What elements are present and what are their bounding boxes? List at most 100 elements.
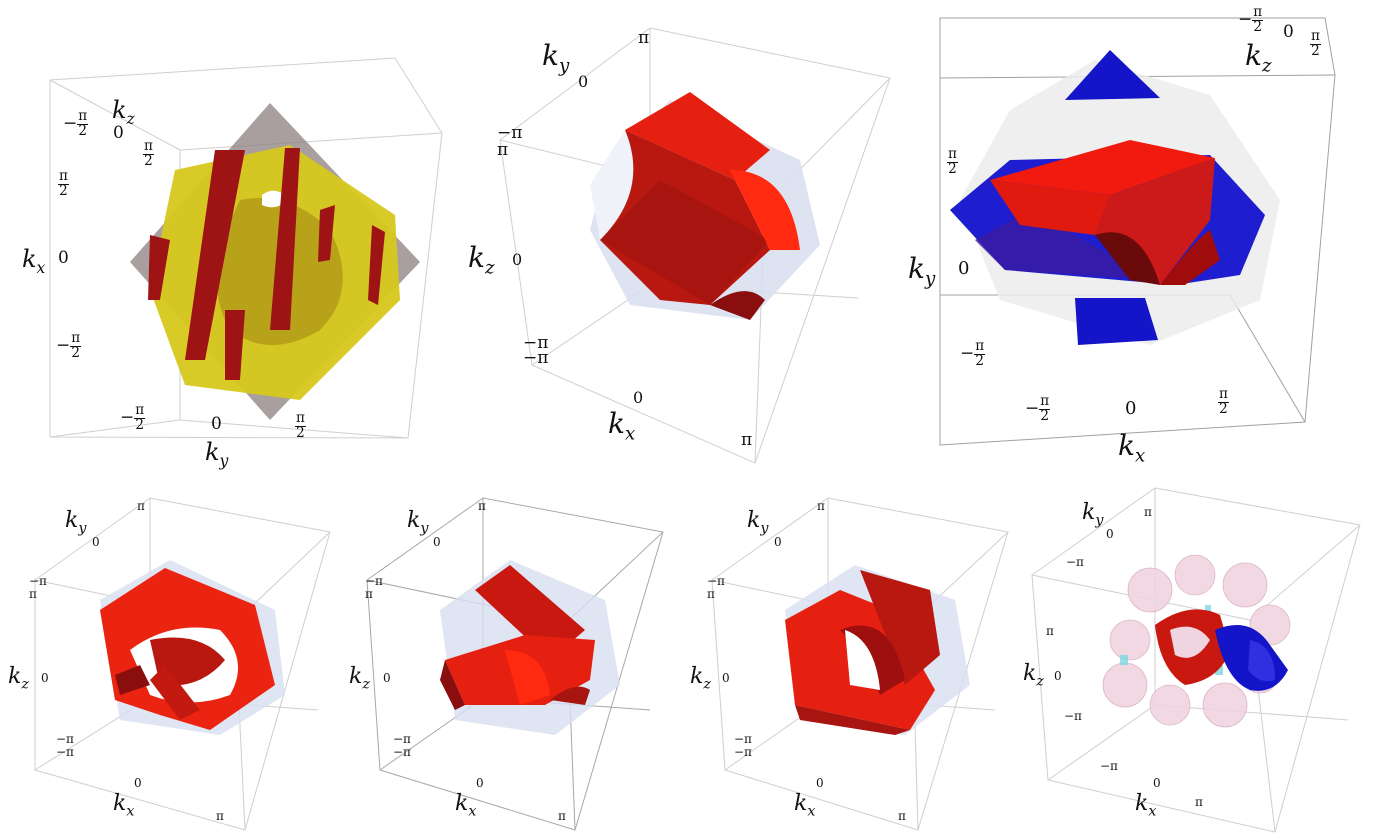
kz-tick-pi: π — [1046, 624, 1054, 638]
panel-e-plot — [366, 497, 664, 831]
kx-tick-neg-half-pi: − π 2 — [56, 330, 82, 361]
ky-axis-label: ky — [407, 508, 429, 537]
kz-axis-label: kz — [690, 664, 711, 693]
ky-axis-label: ky — [205, 438, 229, 470]
kz-tick-zero: 0 — [41, 671, 49, 685]
pink-surfaces — [1102, 554, 1291, 728]
kx-tick-neg-half-pi: − π 2 — [1025, 393, 1051, 424]
ky-axis-label: ky — [542, 39, 570, 77]
kz-tick-pi: π — [497, 140, 509, 160]
kz-tick-neg-pi: −π — [1064, 709, 1082, 723]
kx-tick-neg-pi: −π — [523, 348, 549, 368]
kz-tick-zero: 0 — [1054, 669, 1062, 683]
ky-tick-pi: π — [478, 499, 486, 513]
kx-tick-zero: 0 — [816, 776, 824, 790]
panel-f-plot — [711, 497, 1009, 831]
kz-tick-neg-pi: −π — [393, 732, 411, 746]
panel-d-fermi-surface: ky 0 π −π π kz 0 −π −π 0 kx π — [0, 480, 345, 840]
kx-tick-zero: 0 — [134, 776, 142, 790]
panel-e-fermi-surface: ky 0 π −π π kz 0 −π −π 0 kx π — [345, 480, 690, 840]
kx-tick-pi: π — [741, 430, 753, 450]
ky-tick-neg-pi: −π — [707, 574, 725, 588]
ky-tick-zero: 0 — [774, 535, 782, 549]
ky-tick-zero: 0 — [211, 414, 222, 434]
panel-a-plot — [49, 57, 443, 439]
kx-tick-pi: π — [898, 809, 906, 823]
kx-tick-zero: 0 — [633, 388, 644, 407]
kz-tick-zero: 0 — [512, 250, 523, 269]
panel-d-plot — [34, 497, 331, 831]
ky-tick-neg-pi: −π — [365, 574, 383, 588]
ky-tick-pi: π — [137, 499, 145, 513]
kz-tick-neg-pi: −π — [523, 333, 549, 353]
kx-tick-pi: π — [216, 809, 224, 823]
kz-tick-pi: π — [365, 587, 373, 601]
kx-tick-neg-pi: −π — [734, 745, 752, 759]
ky-tick-neg-half-pi: − π 2 — [960, 338, 986, 369]
ky-tick-neg-pi: −π — [1066, 555, 1084, 569]
kz-tick-zero: 0 — [1283, 22, 1294, 42]
red-surface-top — [625, 92, 770, 180]
ky-axis-label: ky — [908, 252, 936, 290]
kx-tick-zero: 0 — [476, 776, 484, 790]
ky-axis-label: ky — [1082, 500, 1104, 529]
ky-tick-zero: 0 — [92, 535, 100, 549]
red-surface — [475, 565, 585, 660]
kx-axis-label: kx — [1135, 791, 1157, 820]
panel-f-fermi-surface: ky 0 π −π π kz 0 −π −π 0 kx π — [690, 480, 1035, 840]
panel-g-plot — [1031, 487, 1361, 833]
kz-tick-pi: π — [707, 587, 715, 601]
kz-axis-label: kz — [1245, 39, 1272, 77]
kx-axis-label: kx — [1118, 429, 1146, 467]
kx-tick-neg-pi: −π — [393, 745, 411, 759]
kz-axis-label: kz — [112, 96, 135, 128]
panel-b-plot — [499, 27, 891, 464]
kx-tick-pi: π — [558, 809, 566, 823]
kz-tick-zero: 0 — [113, 123, 124, 143]
ky-tick-zero: 0 — [433, 535, 441, 549]
ky-tick-neg-half-pi: − π 2 — [120, 402, 146, 433]
ky-tick-zero: 0 — [578, 72, 589, 91]
kz-tick-neg-pi: −π — [56, 732, 74, 746]
kz-tick-zero: 0 — [722, 671, 730, 685]
kx-tick-zero: 0 — [1153, 776, 1161, 790]
blue-pocket-bottom — [1075, 298, 1158, 345]
kx-tick-neg-pi: −π — [56, 745, 74, 759]
ky-tick-zero: 0 — [1106, 527, 1114, 541]
panel-c-plot — [939, 17, 1336, 446]
kz-tick-pi: π — [29, 587, 37, 601]
kz-tick-neg-pi: −π — [734, 732, 752, 746]
ky-tick-neg-pi: −π — [497, 123, 523, 143]
kz-tick-neg-half-pi: − π 2 — [1238, 4, 1264, 35]
ky-axis-label: ky — [747, 508, 769, 537]
kz-tick-neg-half-pi: − π 2 — [63, 108, 89, 139]
kz-axis-label: kz — [8, 664, 29, 693]
kx-axis-label: kx — [455, 791, 477, 820]
panel-b-fermi-surface: ky 0 π −π π kz 0 −π −π 0 kx π — [460, 0, 900, 470]
kz-tick-zero: 0 — [383, 671, 391, 685]
ky-axis-label: ky — [65, 508, 87, 537]
kx-tick-zero: 0 — [58, 248, 69, 268]
kx-tick-zero: 0 — [1125, 398, 1137, 419]
kx-tick-neg-pi: −π — [1100, 759, 1118, 773]
panel-g-fermi-surface: ky 0 π −π π kz 0 −π −π 0 π kx — [1020, 480, 1379, 840]
blue-pocket-top — [1065, 50, 1160, 100]
ky-tick-neg-pi: −π — [29, 574, 47, 588]
kx-axis-label: kx — [608, 407, 636, 445]
ky-tick-pi: π — [817, 499, 825, 513]
kx-tick-pi: π — [1195, 795, 1203, 809]
kz-axis-label: kz — [349, 664, 370, 693]
kz-axis-label: kz — [1023, 661, 1044, 690]
kx-axis-label: kx — [22, 245, 46, 277]
ky-tick-zero: 0 — [958, 258, 970, 279]
red-surface — [990, 140, 1215, 195]
ky-tick-pi: π — [1144, 505, 1152, 519]
